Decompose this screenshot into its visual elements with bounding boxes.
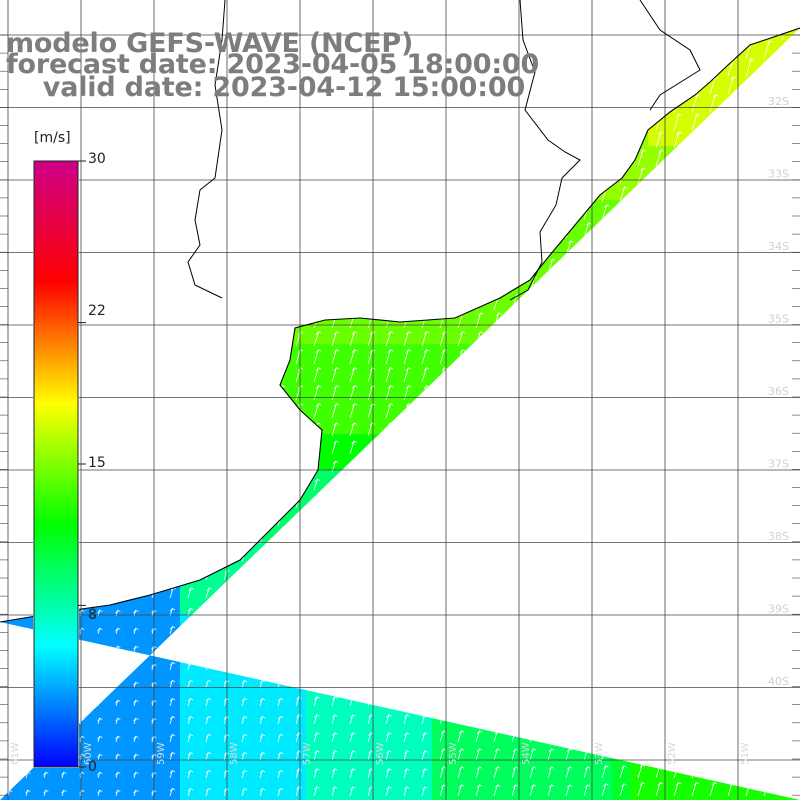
lat-label: 40S [768,675,789,688]
colorbar [33,160,86,768]
lon-label: 61W [10,742,21,765]
lat-label: 39S [768,603,789,616]
lon-label: 58W [229,742,240,765]
lat-label: 35S [768,313,789,326]
colorbar-unit-label: [m/s] [34,130,71,146]
lon-label: 54W [521,742,532,765]
lon-label: 60W [83,742,94,765]
lagoon-outline [639,0,701,111]
colorbar-tick-22: 22 [88,303,106,319]
lat-label: 33S [768,168,789,181]
lon-label: 51W [740,742,751,765]
colorbar-tick-8: 8 [88,607,97,623]
country-border [509,0,581,301]
colorbar-tick-15: 15 [88,455,106,471]
river-outline [187,0,226,299]
valid-date: valid date: 2023-04-12 15:00:00 [6,72,526,103]
coastline [0,27,800,623]
lon-label: 53W [594,742,605,765]
lat-label: 38S [768,530,789,543]
lat-label: 37S [768,458,789,471]
lon-label: 52W [667,742,678,765]
lon-label: 57W [302,742,313,765]
colorbar-tick-30: 30 [88,151,106,167]
lat-label: 36S [768,385,789,398]
lat-label: 32S [768,95,789,108]
lon-label: 55W [448,742,459,765]
land-area [0,0,800,622]
lon-label: 59W [156,742,167,765]
model-title: modelo GEFS-WAVE (NCEP) [6,28,414,59]
colorbar-tick-0: 0 [88,759,97,775]
lat-label: 34S [768,240,789,253]
forecast-date: forecast date: 2023-04-05 18:00:00 [6,49,540,80]
lon-label: 56W [375,742,386,765]
